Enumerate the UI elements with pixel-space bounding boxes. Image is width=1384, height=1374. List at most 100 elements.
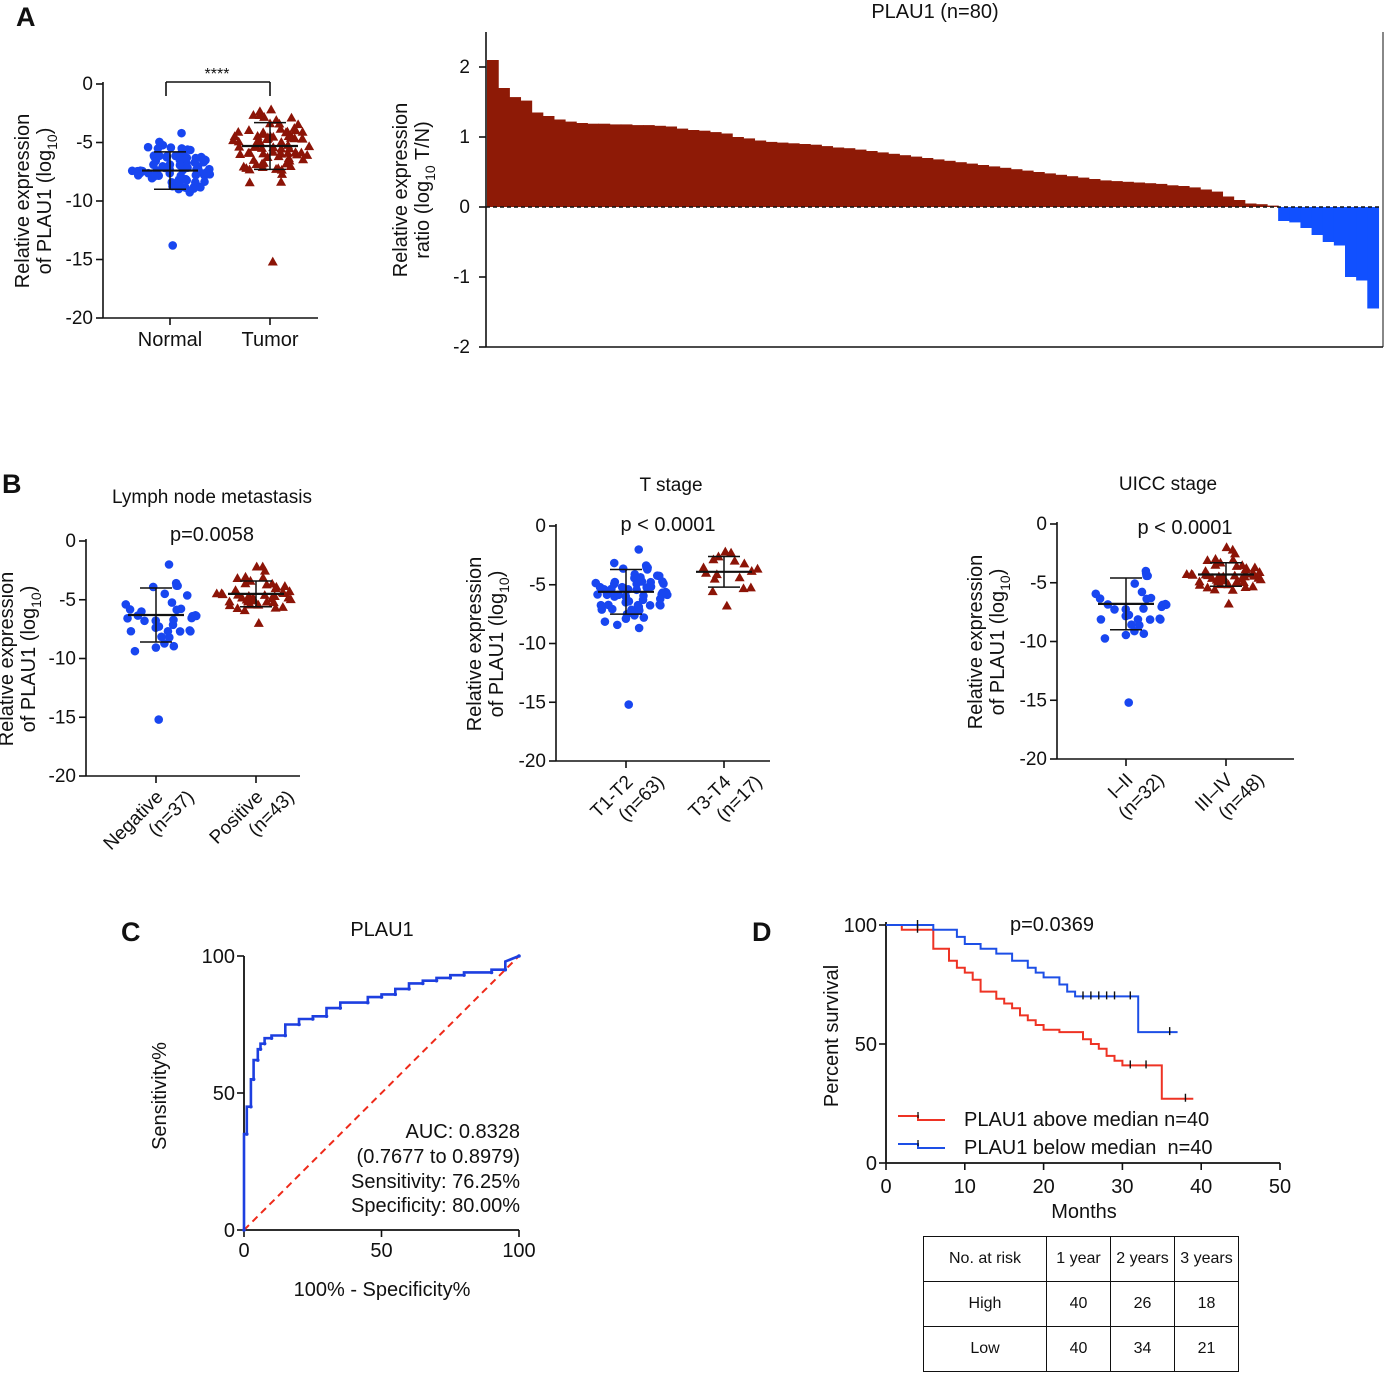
bar bbox=[1055, 174, 1068, 207]
data-point-circle bbox=[1137, 587, 1147, 597]
bar bbox=[676, 128, 689, 207]
bar bbox=[1200, 189, 1212, 207]
y-axis-label: Sensitivity% bbox=[149, 1042, 171, 1150]
data-point-triangle bbox=[251, 137, 262, 147]
data-point-triangle bbox=[285, 594, 296, 604]
bar bbox=[955, 162, 967, 207]
data-point-circle bbox=[655, 594, 665, 604]
data-point-triangle bbox=[297, 126, 308, 136]
panel-b-t-stage-chart: 0 -5 -10 -15 -20 Relative expression of PLAU1 … bbox=[464, 475, 770, 826]
roc-point bbox=[258, 1047, 263, 1051]
chart-title: PLAU1 bbox=[350, 919, 413, 941]
roc-annotation: (0.7677 to 0.8979) bbox=[357, 1146, 520, 1168]
data-point-triangle bbox=[268, 131, 279, 141]
bar bbox=[943, 160, 956, 207]
bar bbox=[810, 144, 822, 207]
y-tick-label: 2 bbox=[459, 57, 470, 78]
bar bbox=[1088, 179, 1101, 207]
data-point-triangle bbox=[1247, 581, 1258, 591]
risk-cell: 26 bbox=[1110, 1281, 1175, 1327]
risk-row-label: Low bbox=[923, 1326, 1047, 1372]
data-point-circle bbox=[168, 620, 178, 630]
panel-letter-d: D bbox=[752, 917, 772, 947]
data-point-triangle bbox=[282, 148, 293, 157]
bar bbox=[609, 124, 622, 207]
y-axis-label-close: ) bbox=[18, 586, 40, 593]
data-point-triangle bbox=[271, 115, 282, 124]
data-point-circle bbox=[612, 620, 622, 630]
risk-cell: 40 bbox=[1046, 1326, 1111, 1372]
bar bbox=[899, 155, 912, 207]
data-point-triangle bbox=[745, 582, 756, 592]
x-category-label: T3-T4(n=17) bbox=[685, 771, 767, 825]
data-point-circle bbox=[155, 137, 164, 147]
data-point-circle bbox=[151, 643, 161, 652]
data-point-circle bbox=[143, 142, 153, 152]
legend-item: PLAU1 below median n=40 bbox=[898, 1137, 1213, 1159]
data-point-circle bbox=[175, 627, 185, 636]
legend-label: PLAU1 above median n=40 bbox=[964, 1109, 1209, 1131]
chart-title: UICC stage bbox=[1119, 474, 1217, 495]
y-tick-label: -20 bbox=[49, 766, 76, 787]
data-point-circle bbox=[1139, 629, 1149, 639]
y-axis-label-subscript: 10 bbox=[422, 165, 438, 181]
data-point-triangle bbox=[708, 554, 719, 564]
bar bbox=[832, 147, 845, 207]
y-tick-label: 0 bbox=[866, 1153, 877, 1175]
bar bbox=[999, 167, 1012, 207]
panel-d-survival-chart: 0 50 100 0 10 20 30 40 50 Percent survival Months p… bbox=[821, 914, 1291, 1223]
y-axis-label: Relative expression of PLAU1 (log10) bbox=[464, 557, 512, 732]
bar bbox=[553, 119, 566, 207]
data-point-circle bbox=[177, 128, 186, 138]
risk-row-label: High bbox=[923, 1281, 1047, 1327]
data-point-triangle bbox=[237, 592, 248, 602]
bar bbox=[654, 125, 666, 207]
bar bbox=[1222, 196, 1235, 207]
y-axis-label-text: of PLAU1 (log bbox=[34, 150, 56, 275]
data-point-circle bbox=[173, 581, 182, 591]
y-tick-label: -5 bbox=[529, 575, 546, 596]
bar bbox=[1133, 182, 1146, 207]
y-tick-label: -2 bbox=[453, 337, 470, 358]
roc-point bbox=[249, 1104, 253, 1109]
data-point-triangle bbox=[1227, 584, 1238, 594]
data-point-triangle bbox=[266, 104, 277, 114]
panel-letter-c: C bbox=[121, 917, 141, 947]
bar bbox=[576, 123, 588, 207]
legend-swatch bbox=[898, 1143, 945, 1149]
y-tick-label: -15 bbox=[1020, 690, 1047, 711]
data-point-triangle bbox=[286, 112, 297, 122]
data-point-circle bbox=[1145, 615, 1155, 624]
x-category-label: Positive(n=43) bbox=[206, 787, 299, 849]
data-point-circle bbox=[162, 152, 172, 161]
panel-letter-b: B bbox=[2, 469, 22, 499]
bar bbox=[1300, 207, 1313, 228]
bar bbox=[1166, 185, 1179, 207]
y-axis-label: Percent survival bbox=[821, 965, 843, 1107]
data-point-triangle bbox=[284, 586, 295, 596]
data-point-circle bbox=[182, 591, 192, 600]
x-tick-label: 30 bbox=[1111, 1176, 1133, 1198]
data-point-circle bbox=[636, 572, 645, 582]
bar bbox=[821, 146, 834, 207]
data-point-triangle bbox=[257, 158, 268, 168]
bar bbox=[877, 152, 889, 207]
data-point-triangle bbox=[1240, 582, 1251, 592]
bar bbox=[687, 130, 700, 207]
data-point-circle bbox=[624, 700, 634, 709]
data-point-circle bbox=[182, 153, 192, 163]
data-point-circle bbox=[656, 600, 665, 610]
y-axis-label-text: Percent survival bbox=[821, 965, 843, 1107]
data-point-circle bbox=[175, 179, 184, 188]
panel-letter-a: A bbox=[16, 2, 36, 32]
y-tick-label: -15 bbox=[66, 250, 93, 271]
bar bbox=[1278, 207, 1290, 221]
bar bbox=[1155, 183, 1168, 207]
risk-cell: 18 bbox=[1174, 1281, 1239, 1327]
data-point-triangle bbox=[752, 563, 763, 573]
bar bbox=[1021, 170, 1034, 207]
significance-stars: **** bbox=[205, 66, 230, 83]
data-point-circle bbox=[1130, 579, 1140, 588]
data-point-circle bbox=[167, 598, 177, 607]
